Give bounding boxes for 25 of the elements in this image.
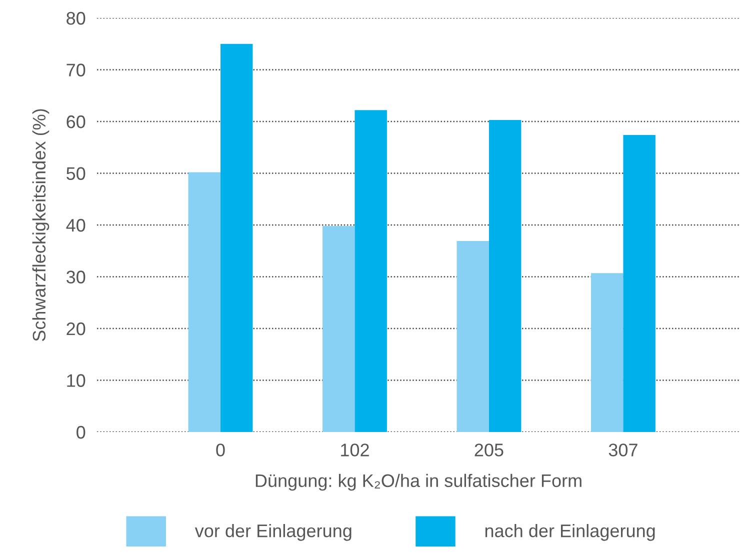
x-axis-title: Düngung: kg K₂O/ha in sulfatischer Form bbox=[256, 474, 582, 491]
bar bbox=[456, 241, 489, 432]
x-tick-label: 0 bbox=[216, 444, 225, 456]
y-tick-label: 50 bbox=[66, 167, 86, 180]
y-tick-label: 10 bbox=[67, 374, 86, 387]
y-tick-label: 0 bbox=[76, 426, 86, 439]
x-tick-label: 205 bbox=[474, 444, 504, 456]
bar bbox=[354, 110, 387, 432]
bar bbox=[488, 120, 522, 432]
bar bbox=[623, 134, 656, 432]
x-tick-label: 307 bbox=[608, 444, 638, 456]
bar bbox=[220, 44, 253, 432]
y-tick-label: 40 bbox=[66, 218, 86, 232]
y-tick-label: 60 bbox=[66, 115, 86, 128]
y-tick-label: 70 bbox=[66, 64, 86, 76]
bar bbox=[322, 226, 355, 432]
legend-label: vor der Einlagerung bbox=[194, 524, 352, 541]
bar bbox=[188, 172, 220, 432]
y-tick-label: 20 bbox=[66, 322, 86, 336]
y-tick-label: 80 bbox=[66, 12, 86, 25]
x-tick-label: 102 bbox=[341, 444, 369, 456]
legend-label: nach der Einlagerung bbox=[485, 524, 655, 541]
bar bbox=[590, 273, 624, 432]
y-axis-title: Schwarzfleckigkeitsindex (%) bbox=[32, 109, 50, 342]
y-tick-label: 30 bbox=[66, 270, 86, 284]
